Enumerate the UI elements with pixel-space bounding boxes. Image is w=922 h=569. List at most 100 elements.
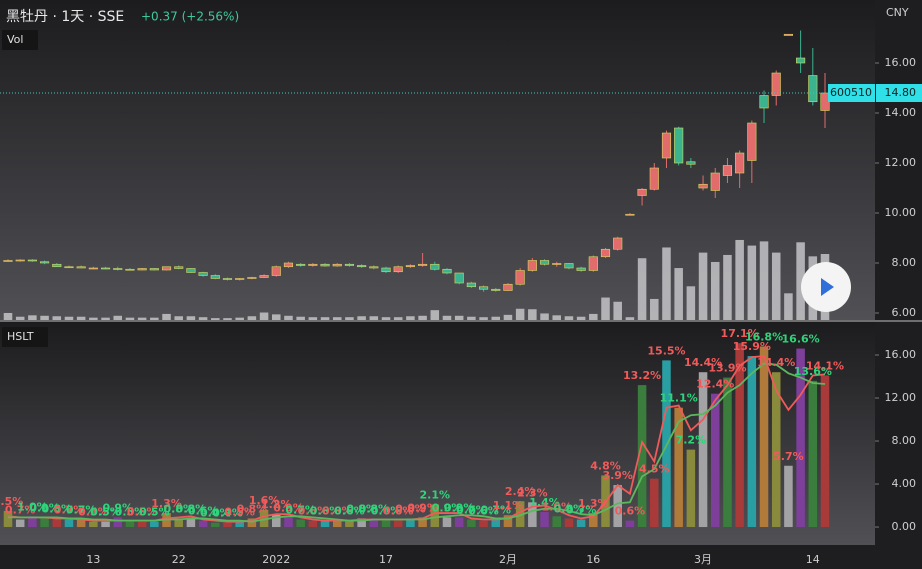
- candle-body: [113, 268, 123, 270]
- candle-body: [174, 266, 184, 269]
- candle-body: [320, 263, 330, 267]
- volume-bar: [442, 315, 452, 320]
- candle-body: [539, 260, 550, 265]
- value-label: 1.4%: [529, 496, 560, 509]
- volume-bar: [710, 261, 720, 320]
- value-label: 2.4%: [505, 485, 536, 498]
- value-label: 0.7%: [481, 504, 512, 517]
- y-tick-label: 10.00: [885, 206, 917, 219]
- volume-bar: [272, 314, 281, 320]
- hslt-bar: [125, 521, 135, 528]
- hslt-bar: [186, 518, 196, 528]
- volume-bar: [284, 315, 293, 320]
- pane-label-bg: [2, 30, 38, 50]
- volume-bar: [735, 239, 744, 320]
- candle-body: [15, 259, 25, 262]
- candle-body: [247, 277, 257, 279]
- candle-body: [661, 132, 672, 159]
- candle-body: [442, 268, 452, 274]
- volume-bar: [662, 247, 671, 320]
- volume-bar: [369, 316, 379, 320]
- volume-bar: [296, 316, 305, 320]
- y-tick-label: 8.00: [892, 434, 917, 447]
- volume-bar: [174, 316, 183, 320]
- volume-bar: [698, 252, 708, 320]
- x-tick-label: 13: [86, 553, 100, 566]
- candle-body: [478, 286, 489, 290]
- volume-bar: [89, 317, 98, 320]
- hslt-bar: [674, 407, 683, 528]
- hslt-bar: [759, 346, 769, 528]
- last-price-label: 14.80: [885, 86, 917, 99]
- volume-bar: [418, 315, 427, 320]
- play-icon[interactable]: [821, 278, 834, 296]
- candle-body: [271, 266, 281, 276]
- volume-bar: [52, 316, 62, 320]
- candle-body: [552, 263, 562, 265]
- candle-body: [808, 75, 818, 103]
- value-label: 0.5%: [127, 506, 158, 519]
- x-tick-label: 22: [172, 553, 186, 566]
- value-label: 0.7%: [456, 504, 487, 517]
- volume-bar: [637, 258, 647, 320]
- volume-bar: [381, 317, 391, 320]
- candle-body: [198, 272, 208, 276]
- value-label: 15.9%: [733, 340, 771, 353]
- volume-bar: [113, 315, 123, 320]
- value-label: 0.9%: [407, 501, 438, 514]
- volume-bar: [515, 308, 525, 320]
- value-label: 0.8%: [395, 502, 426, 515]
- value-label: 16.8%: [745, 330, 783, 343]
- value-label: 1.6%: [249, 494, 280, 507]
- x-tick-label: 14: [806, 553, 820, 566]
- volume-bar: [150, 317, 159, 320]
- play-button[interactable]: [801, 262, 851, 312]
- candle-body: [466, 282, 476, 288]
- value-label: 0.6%: [334, 505, 365, 518]
- value-label: 0.8%: [346, 502, 377, 515]
- volume-bar: [430, 310, 440, 320]
- hslt-bar: [113, 517, 123, 528]
- volume-bar: [3, 312, 13, 320]
- volume-bar: [503, 314, 513, 320]
- candle-body: [125, 268, 135, 271]
- hslt-bar: [515, 501, 525, 528]
- candle-body: [564, 263, 574, 269]
- candle-body: [515, 270, 525, 285]
- value-label: 0.9%: [273, 501, 304, 514]
- candle-body: [3, 260, 13, 262]
- candle-body: [405, 265, 415, 268]
- hslt-bar: [808, 380, 818, 528]
- hslt-bar: [625, 520, 635, 528]
- value-label: 4.5%: [639, 463, 670, 476]
- value-label: 0.6%: [188, 505, 219, 518]
- hslt-bar: [540, 511, 549, 528]
- candle-body: [735, 152, 745, 174]
- candle-body: [722, 165, 733, 176]
- volume-bar: [406, 316, 415, 320]
- value-label: 1.0%: [17, 500, 48, 513]
- hslt-bar: [796, 348, 805, 528]
- value-label: 15.5%: [647, 344, 685, 357]
- volume-bar: [784, 293, 793, 320]
- value-label: 0.8%: [554, 502, 585, 515]
- candle-body: [64, 266, 74, 269]
- hslt-bar: [479, 520, 488, 528]
- value-label: 2.1%: [420, 488, 451, 501]
- value-label: 1.3%: [151, 497, 182, 510]
- y-tick-label: 4.00: [892, 477, 917, 490]
- hslt-bar: [320, 520, 330, 528]
- hslt-bar: [430, 504, 440, 528]
- hslt-bar: [296, 519, 305, 528]
- volume-bar: [345, 317, 354, 320]
- volume-bar: [64, 316, 74, 320]
- hslt-bar: [345, 520, 354, 528]
- hslt-bar: [259, 509, 269, 528]
- hslt-bar: [64, 519, 74, 528]
- volume-bar: [625, 317, 635, 320]
- candle-body: [747, 122, 757, 161]
- value-label: 0.8%: [176, 502, 207, 515]
- candle-body: [308, 263, 318, 266]
- value-label: 0.5%: [115, 506, 146, 519]
- value-label: 12.4%: [696, 378, 734, 391]
